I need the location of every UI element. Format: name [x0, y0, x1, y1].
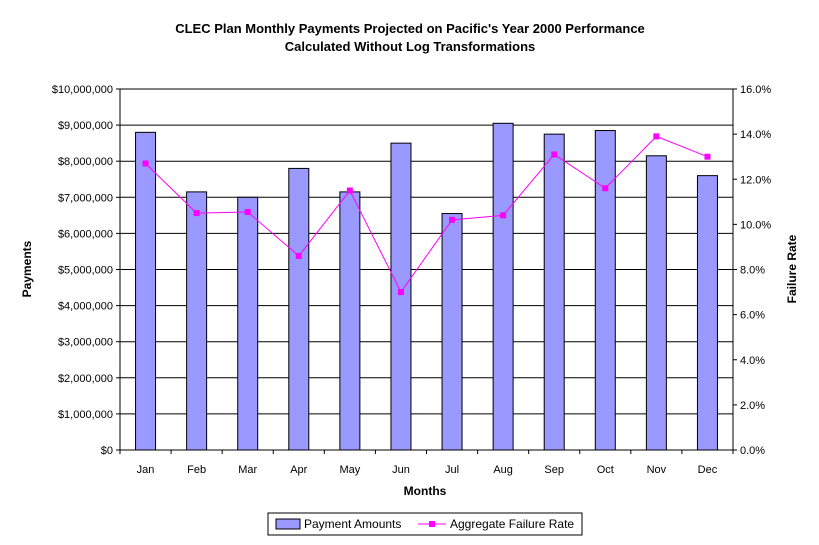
- left-axis-ticks: $0 $1,000,000 $2,000,000 $3,000,000 $4,000,0…: [52, 84, 120, 457]
- bar: [696, 175, 718, 451]
- x-tick-label: Jul: [445, 464, 459, 476]
- line-point: [244, 208, 251, 215]
- line-point: [653, 133, 660, 140]
- chart-subtitle: Calculated Without Log Transformations: [285, 39, 536, 54]
- left-tick-label: $5,000,000: [58, 265, 113, 277]
- bar: [594, 130, 616, 451]
- bar: [543, 133, 565, 451]
- x-tick-label: Sep: [544, 464, 564, 476]
- line-point: [397, 289, 404, 296]
- x-axis-title: Months: [404, 484, 447, 498]
- left-tick-label: $0: [101, 445, 113, 457]
- left-tick-label: $2,000,000: [58, 373, 113, 385]
- x-tick-label: Aug: [493, 464, 513, 476]
- bar: [288, 167, 310, 451]
- x-tick-label: Oct: [597, 464, 614, 476]
- bar-series: [135, 122, 718, 451]
- line-point: [449, 216, 456, 223]
- x-tick-label: Jan: [137, 464, 155, 476]
- right-tick-label: 0.0%: [740, 445, 765, 457]
- line-point: [346, 187, 353, 194]
- line-point: [704, 153, 711, 160]
- right-tick-label: 2.0%: [740, 400, 765, 412]
- line-point: [500, 212, 507, 219]
- right-tick-label: 16.0%: [740, 84, 771, 96]
- right-tick-label: 10.0%: [740, 219, 771, 231]
- legend-label-payment-amounts: Payment Amounts: [304, 517, 401, 531]
- bar: [390, 142, 412, 451]
- left-tick-label: $8,000,000: [58, 156, 113, 168]
- line-point: [551, 151, 558, 158]
- x-tick-label: Feb: [187, 464, 206, 476]
- bar: [492, 122, 514, 451]
- x-tick-label: Dec: [698, 464, 718, 476]
- left-tick-label: $10,000,000: [52, 84, 113, 96]
- legend-marker-aggregate-failure-rate: [429, 521, 435, 527]
- line-point: [295, 252, 302, 259]
- bar: [339, 191, 361, 451]
- left-tick-label: $9,000,000: [58, 120, 113, 132]
- y-axis-title: Payments: [20, 240, 34, 297]
- right-tick-label: 12.0%: [740, 174, 771, 186]
- line-series: [142, 133, 711, 296]
- x-tick-label: Nov: [647, 464, 667, 476]
- bar: [135, 131, 157, 451]
- right-axis-ticks: 0.0% 2.0% 4.0% 6.0% 8.0% 10.0% 12.0% 14.0% 16.0%: [733, 84, 771, 457]
- line-point: [142, 160, 149, 167]
- bar: [441, 213, 463, 451]
- x-tick-label: Apr: [290, 464, 307, 476]
- x-tick-label: Jun: [392, 464, 410, 476]
- left-tick-label: $3,000,000: [58, 337, 113, 349]
- legend-label-aggregate-failure-rate: Aggregate Failure Rate: [450, 517, 574, 531]
- x-axis-ticks: Jan Feb Mar Apr May Jun Jul Aug Sep Oct Nov Dec: [119, 450, 734, 476]
- x-tick-label: May: [339, 464, 360, 476]
- right-tick-label: 8.0%: [740, 265, 765, 277]
- series-line: [145, 135, 708, 294]
- left-tick-label: $1,000,000: [58, 409, 113, 421]
- bar: [237, 196, 259, 451]
- line-point: [602, 185, 609, 192]
- gridlines: [120, 88, 733, 415]
- bar: [186, 191, 208, 451]
- x-tick-label: Mar: [238, 464, 257, 476]
- bar: [645, 155, 667, 451]
- legend-swatch-payment-amounts: [275, 518, 301, 530]
- right-tick-label: 4.0%: [740, 355, 765, 367]
- legend: Payment Amounts Aggregate Failure Rate: [267, 512, 583, 536]
- y2-axis-title: Failure Rate: [785, 234, 799, 303]
- left-tick-label: $4,000,000: [58, 301, 113, 313]
- chart-title: CLEC Plan Monthly Payments Projected on …: [175, 21, 645, 36]
- left-tick-label: $6,000,000: [58, 228, 113, 240]
- line-point: [193, 210, 200, 217]
- left-tick-label: $7,000,000: [58, 192, 113, 204]
- right-tick-label: 6.0%: [740, 310, 765, 322]
- right-tick-label: 14.0%: [740, 129, 771, 141]
